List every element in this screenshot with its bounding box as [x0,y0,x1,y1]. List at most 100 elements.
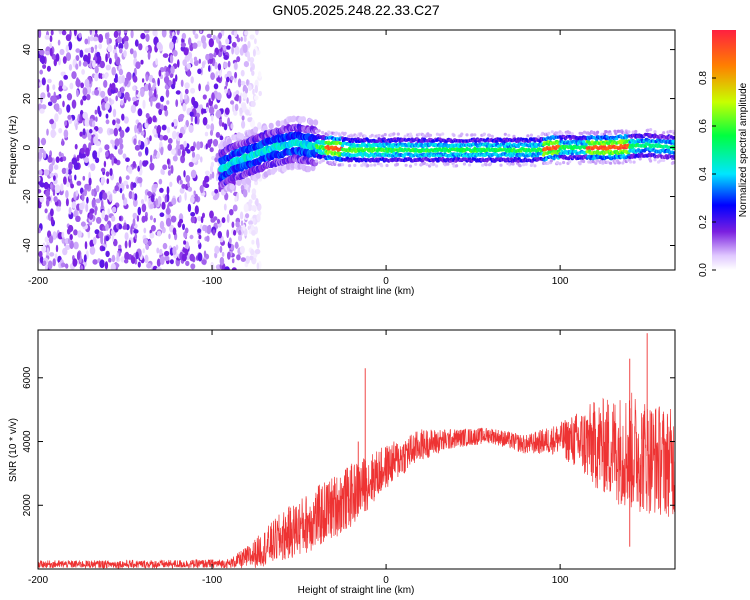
noise-cell [156,230,162,237]
ridge-cell [609,161,613,165]
ridge-cell [268,122,274,130]
noise-cell [111,66,116,76]
noise-cell [116,118,121,125]
noise-cell [257,122,262,130]
noise-cell [44,208,48,214]
noise-cell [243,203,249,213]
ridge-cell [499,163,503,167]
noise-cell [166,100,170,105]
noise-cell [104,261,109,270]
noise-cell [155,102,161,109]
noise-cell [163,105,168,111]
ridge-cell [246,178,252,185]
noise-cell [183,240,187,245]
noise-cell [239,245,245,254]
noise-cell [245,213,250,219]
noise-cell [117,148,123,155]
ridge-cell [369,163,373,167]
noise-cell [49,252,55,257]
noise-cell [89,30,92,36]
noise-cell [38,176,41,182]
noise-cell [235,90,240,96]
noise-cell [144,160,149,165]
noise-cell [236,254,241,261]
noise-cell [90,46,94,53]
noise-cell [111,233,115,242]
noise-cell [94,65,99,74]
noise-cell [167,170,172,176]
noise-cell [132,85,136,91]
noise-cell [105,223,109,231]
noise-cell [114,185,119,192]
noise-cell [161,169,165,175]
ridge-cell [275,120,281,127]
ridge-cell [359,132,363,136]
ridge-cell [370,133,374,137]
noise-cell [70,183,74,189]
ridge-cell [634,129,638,134]
x-tick-label: 0 [383,575,389,586]
ridge-cell [582,140,586,144]
ridge-cell [518,164,522,168]
noise-cell [117,90,122,98]
noise-cell [256,262,260,270]
noise-cell [252,218,256,224]
noise-cell [69,174,72,180]
ridge-cell [632,160,636,164]
noise-cell [54,113,59,122]
ridge-cell [473,133,477,137]
ridge-cell [594,161,598,165]
noise-cell [230,100,235,105]
noise-cell [251,239,255,245]
noise-cell [184,82,190,89]
noise-cell [82,111,88,120]
ridge-cell [468,163,472,167]
noise-cell [181,253,187,262]
noise-cell [100,90,106,98]
noise-cell [68,41,73,51]
noise-cell [76,180,82,186]
ridge-cell [314,159,319,163]
noise-cell [123,35,129,42]
noise-cell [187,51,193,59]
ridge-cell [552,157,556,161]
ridge-cell [460,132,464,136]
noise-cell [165,217,172,227]
noise-cell [194,193,199,202]
noise-cell [108,194,113,203]
noise-cell [162,242,168,250]
ridge-cell [321,130,325,135]
noise-cell [92,236,97,245]
noise-cell [38,30,42,39]
ridge-cell [582,159,586,164]
noise-cell [73,241,79,250]
noise-cell [224,88,228,94]
ridge-cell [646,128,650,132]
noise-cell [251,230,256,236]
noise-cell [197,228,202,233]
y-tick-label: 0 [22,144,33,150]
ridge-cell [596,130,600,134]
noise-cell [152,84,155,92]
noise-cell [234,196,238,202]
noise-cell [96,216,102,224]
noise-cell [131,96,137,102]
noise-cell [123,30,128,34]
noise-cell [170,164,174,174]
noise-cell [223,61,228,69]
noise-cell [50,216,54,225]
noise-cell [147,116,153,125]
noise-cell [48,163,54,173]
noise-cell [156,152,160,159]
noise-cell [132,161,136,168]
ridge-cell [600,132,604,136]
noise-cell [45,190,50,198]
noise-cell [102,73,105,79]
noise-cell [172,118,178,127]
ridge-cell [377,133,381,138]
noise-cell [198,58,201,64]
noise-cell [145,33,150,43]
spectrogram-xlabel: Height of straight line (km) [298,286,415,297]
ridge-cell [403,134,407,138]
noise-cell [75,215,81,222]
